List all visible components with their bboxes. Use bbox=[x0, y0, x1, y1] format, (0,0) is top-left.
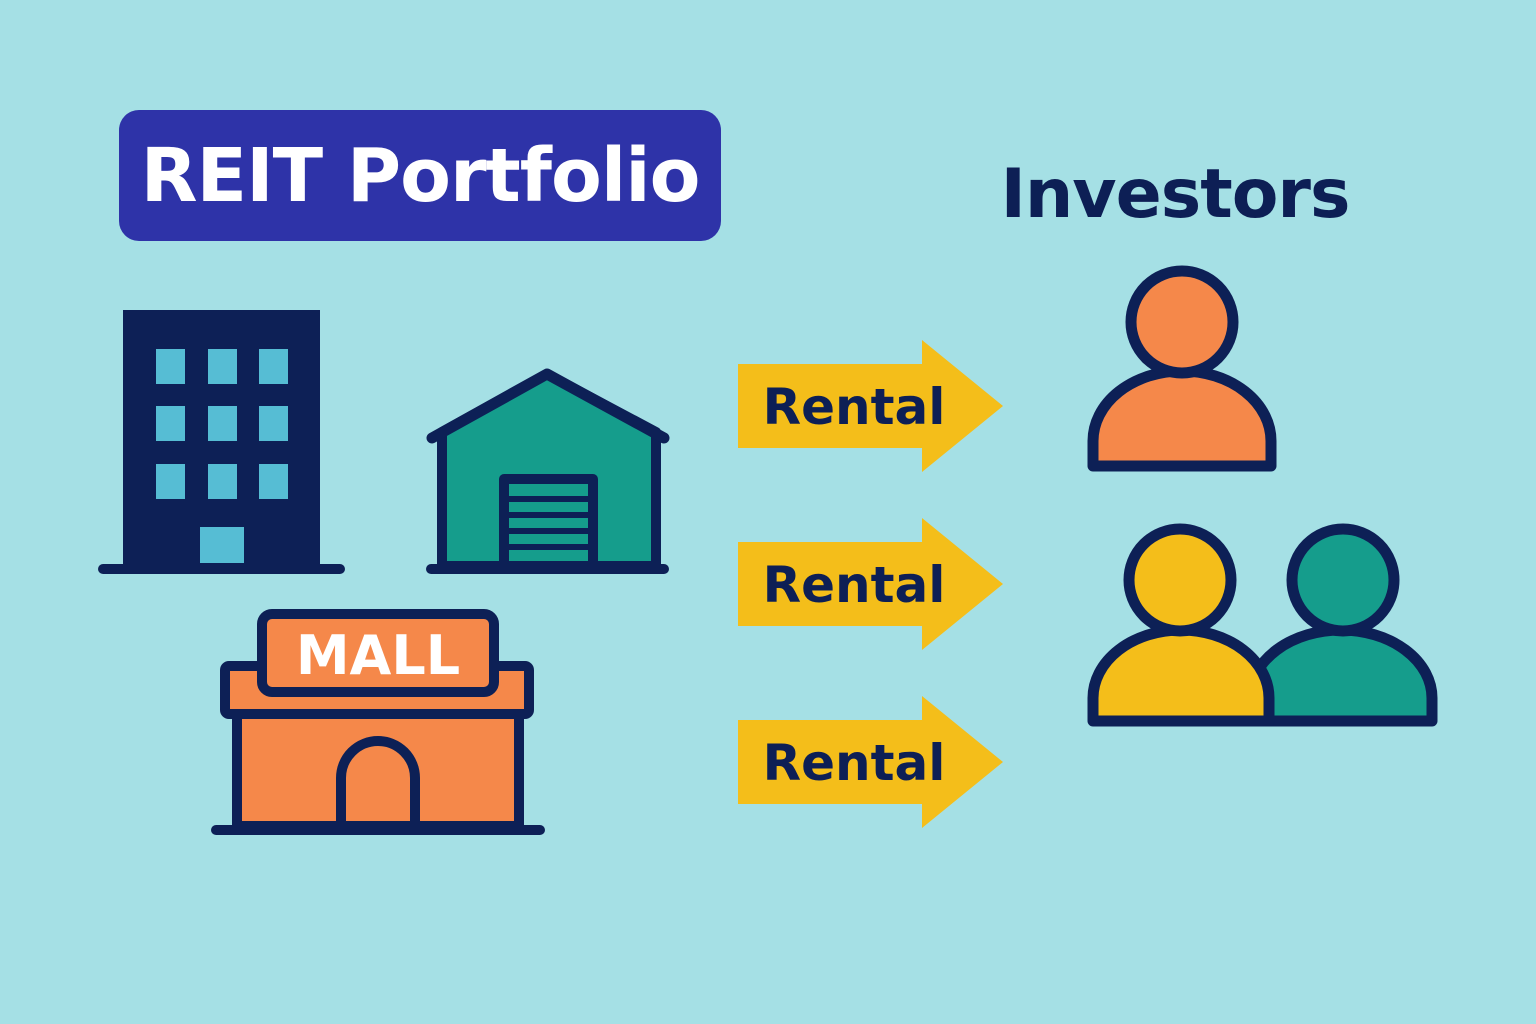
warehouse-icon bbox=[426, 368, 670, 574]
rental-arrow: Rental bbox=[738, 340, 1003, 472]
rental-arrow-label: Rental bbox=[763, 734, 946, 792]
rental-arrow: Rental bbox=[738, 696, 1003, 828]
rental-arrow: Rental bbox=[738, 518, 1003, 650]
investor-person-icon bbox=[1087, 523, 1275, 727]
rental-arrow-label: Rental bbox=[763, 556, 946, 614]
portfolio-title-badge: REIT Portfolio bbox=[119, 110, 721, 241]
investor-person-icon bbox=[1087, 265, 1277, 472]
mall-icon: MALL bbox=[211, 609, 545, 835]
mall-sign-label: MALL bbox=[296, 624, 460, 687]
portfolio-title: REIT Portfolio bbox=[140, 132, 701, 219]
office-building-icon bbox=[98, 310, 345, 574]
investors-title: Investors bbox=[1000, 155, 1351, 234]
investor-person-icon bbox=[1244, 523, 1438, 727]
rental-arrow-label: Rental bbox=[763, 378, 946, 436]
